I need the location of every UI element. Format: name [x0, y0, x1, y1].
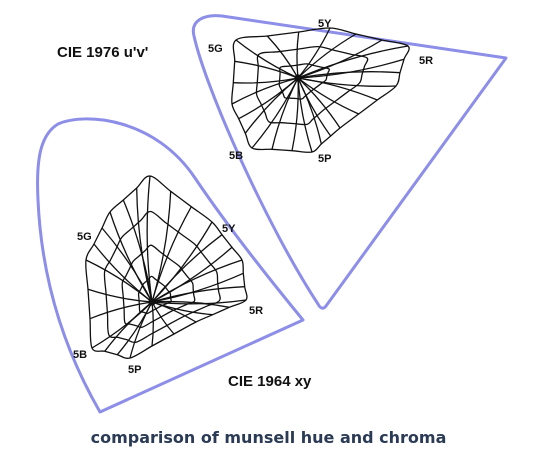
uv-spectral-locus: [191, 14, 508, 310]
uv-diagram-title: CIE 1976 u'v': [57, 44, 148, 61]
xy-hue-line: [122, 199, 153, 303]
uv-hue-label-5r: 5R: [419, 55, 433, 67]
xy-diagram-title: CIE 1964 xy: [228, 373, 312, 390]
uv-hue-line: [234, 60, 299, 79]
uv-neutral-point: [294, 74, 302, 82]
uv-hue-line: [238, 77, 299, 120]
uv-hue-line: [297, 77, 341, 129]
xy-hue-line: [151, 300, 230, 308]
uv-hue-line: [235, 39, 299, 79]
xy-hue-line: [151, 234, 223, 303]
xy-neutral-point: [148, 298, 156, 306]
xy-hue-line: [85, 259, 153, 303]
xy-chroma-ring: [121, 244, 196, 329]
xy-hue-line: [129, 301, 153, 359]
xy-hue-label-5g: 5G: [77, 231, 92, 243]
xy-spectral-locus: [36, 117, 305, 414]
xy-chroma-ring: [85, 175, 248, 359]
uv-chroma-ring: [278, 63, 331, 100]
uv-hue-line: [233, 77, 299, 84]
uv-hue-line: [297, 77, 322, 145]
uv-hue-line: [297, 77, 397, 87]
uv-munsell-grid: [231, 27, 410, 153]
xy-hue-line: [89, 301, 153, 320]
xy-chroma-ring: [137, 275, 172, 315]
xy-hue-line: [151, 301, 175, 335]
uv-hue-line: [296, 31, 300, 79]
uv-hue-line: [291, 77, 299, 151]
uv-hue-label-5y: 5Y: [318, 18, 332, 30]
xy-hue-line: [136, 187, 153, 303]
uv-hue-line: [251, 77, 299, 149]
xy-hue-label-5r: 5R: [249, 305, 263, 317]
xy-hue-line: [87, 288, 153, 303]
uv-hue-line: [297, 45, 409, 79]
xy-hue-line: [151, 301, 154, 347]
xy-chroma-ring: [103, 210, 221, 344]
uv-hue-line: [266, 35, 299, 79]
xy-hue-line: [151, 259, 243, 303]
xy-hue-line: [146, 175, 153, 303]
uv-hue-label-5p: 5P: [318, 153, 331, 165]
uv-hue-line: [297, 77, 332, 137]
uv-hue-line: [297, 71, 401, 79]
uv-hue-line: [297, 77, 378, 101]
uv-hue-label-5g: 5G: [208, 43, 223, 55]
xy-hue-line: [151, 206, 192, 303]
uv-chroma-ring: [255, 45, 369, 126]
xy-hue-line: [109, 211, 153, 303]
uv-hue-label-5b: 5B: [229, 150, 243, 162]
uv-hue-line: [297, 77, 359, 115]
uv-hue-line: [297, 27, 331, 79]
xy-munsell-grid: [85, 175, 248, 359]
xy-hue-line: [151, 301, 197, 323]
xy-hue-line: [151, 299, 247, 305]
xy-hue-line: [93, 243, 153, 303]
xy-hue-line: [151, 286, 245, 303]
xy-hue-label-5b: 5B: [73, 349, 87, 361]
xy-hue-line: [116, 301, 153, 356]
uv-hue-line: [297, 33, 357, 79]
xy-hue-line: [91, 301, 153, 349]
xy-hue-line: [151, 272, 244, 303]
figure-caption: comparison of munsell hue and chroma: [90, 428, 447, 447]
xy-hue-label-5p: 5P: [128, 364, 141, 376]
xy-hue-label-5y: 5Y: [222, 223, 236, 235]
